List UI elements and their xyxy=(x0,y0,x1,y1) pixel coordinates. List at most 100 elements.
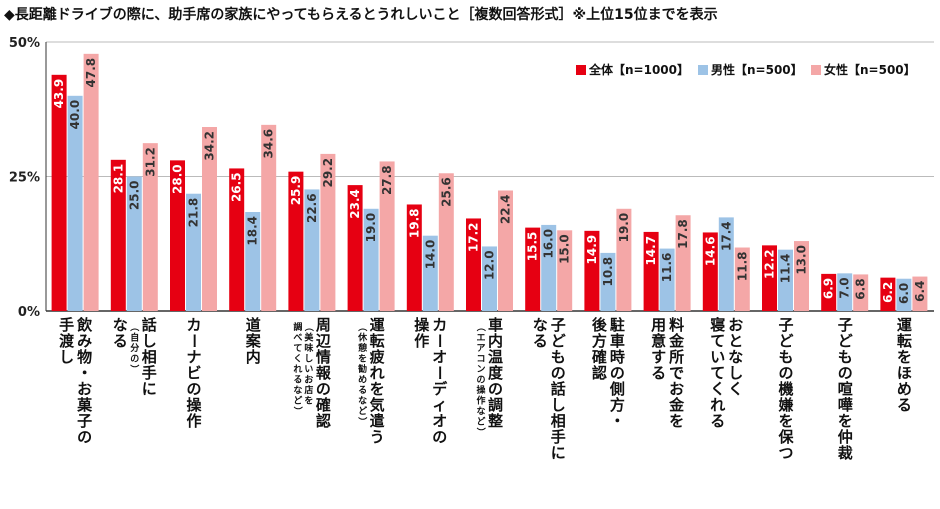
category-label: 辺 xyxy=(316,332,332,350)
bar xyxy=(438,173,454,311)
category-label: 時 xyxy=(610,348,625,366)
category-label: 所 xyxy=(669,348,684,366)
category-label: 後 xyxy=(591,316,608,334)
data-label: 14.6 xyxy=(703,236,717,266)
data-label: 12.0 xyxy=(483,250,497,280)
category-label: で xyxy=(669,364,684,382)
category-label: 方 xyxy=(592,332,607,350)
data-label: 14.9 xyxy=(585,235,599,265)
category-label: 温 xyxy=(488,348,503,366)
category-label: し xyxy=(728,364,743,382)
data-label: 11.6 xyxy=(660,253,674,283)
bar xyxy=(643,231,659,311)
category-label: お xyxy=(669,380,684,398)
bar xyxy=(616,208,632,311)
data-label: 47.8 xyxy=(84,58,98,88)
category-label: と xyxy=(728,332,743,350)
category-label: を xyxy=(304,396,313,407)
category-label: 手 xyxy=(59,316,74,334)
category-label: ・ xyxy=(610,412,625,430)
category-label: の xyxy=(476,375,485,386)
data-label: 14.7 xyxy=(644,236,658,266)
category-label: る xyxy=(651,364,666,382)
bar xyxy=(762,245,777,311)
category-label: る xyxy=(533,332,548,350)
category-label: オ xyxy=(432,348,447,366)
category-label: い xyxy=(710,348,725,366)
bar xyxy=(675,215,691,311)
category-label: ほ xyxy=(897,364,912,382)
data-label: 22.4 xyxy=(499,194,513,224)
category-label: の xyxy=(186,380,201,398)
category-label: 子 xyxy=(838,316,853,334)
bar xyxy=(821,273,837,311)
data-label: 17.4 xyxy=(719,221,733,251)
category-label: お xyxy=(304,375,313,386)
bar xyxy=(347,185,363,311)
category-label: の xyxy=(316,380,331,398)
category-label: の xyxy=(130,354,139,365)
category-label: て xyxy=(293,343,302,354)
category-label: し xyxy=(142,332,157,350)
category-label: 機 xyxy=(778,380,793,398)
category-label: 度 xyxy=(488,364,504,382)
category-label: く xyxy=(728,380,743,398)
data-label: 14.0 xyxy=(423,240,437,270)
category-label: 内 xyxy=(488,332,503,350)
bar xyxy=(482,246,497,311)
category-label: ） xyxy=(129,364,140,373)
category-label: 調 xyxy=(488,396,503,414)
data-label: 19.0 xyxy=(617,213,631,243)
category-label: 子 xyxy=(551,316,566,334)
category-label: う xyxy=(370,428,385,446)
data-label: 25.6 xyxy=(439,177,453,207)
category-label: し xyxy=(551,396,566,414)
category-label: ど xyxy=(358,405,367,417)
category-label: を xyxy=(897,348,912,366)
category-label: の xyxy=(551,364,566,382)
data-label: 23.4 xyxy=(348,189,362,219)
bar xyxy=(702,232,718,311)
category-label: 認 xyxy=(316,412,331,430)
data-label: 12.2 xyxy=(763,249,777,279)
category-label: 休 xyxy=(357,332,368,344)
bar xyxy=(202,127,217,311)
category-label: 方 xyxy=(610,396,625,414)
category-label: 整 xyxy=(488,412,503,430)
category-label: カ xyxy=(186,316,201,334)
category-label: （ xyxy=(303,322,314,331)
category-label: 保 xyxy=(777,428,794,446)
category-label: ・ xyxy=(77,364,92,382)
data-label: 6.8 xyxy=(854,278,868,299)
category-label: る xyxy=(710,412,725,430)
category-label: て xyxy=(710,364,725,382)
data-label: 25.0 xyxy=(127,181,141,211)
category-label: 美 xyxy=(304,332,314,344)
data-label: 40.0 xyxy=(68,100,82,130)
bar xyxy=(67,95,83,311)
category-label: 話 xyxy=(142,316,157,334)
bar xyxy=(406,204,422,311)
category-label: 操 xyxy=(414,316,430,334)
category-label: デ xyxy=(432,380,448,398)
bar xyxy=(912,276,928,311)
category-label: つ xyxy=(778,444,793,462)
data-label: 17.2 xyxy=(467,222,481,252)
category-label: 用 xyxy=(651,316,666,334)
data-label: 26.5 xyxy=(230,172,244,202)
category-label: る xyxy=(293,375,302,386)
bar xyxy=(110,159,126,311)
category-label: 車 xyxy=(610,332,625,350)
category-label: も xyxy=(551,348,566,366)
category-label: 車 xyxy=(488,316,503,334)
bar xyxy=(186,193,201,311)
category-label: を xyxy=(669,412,684,430)
category-label: カ xyxy=(432,316,447,334)
category-label: お xyxy=(77,380,92,398)
bar xyxy=(363,208,379,311)
category-label: 作 xyxy=(414,332,429,350)
data-label: 25.9 xyxy=(289,176,303,206)
y-tick-label: 50% xyxy=(9,36,40,51)
category-label: の xyxy=(432,428,447,446)
